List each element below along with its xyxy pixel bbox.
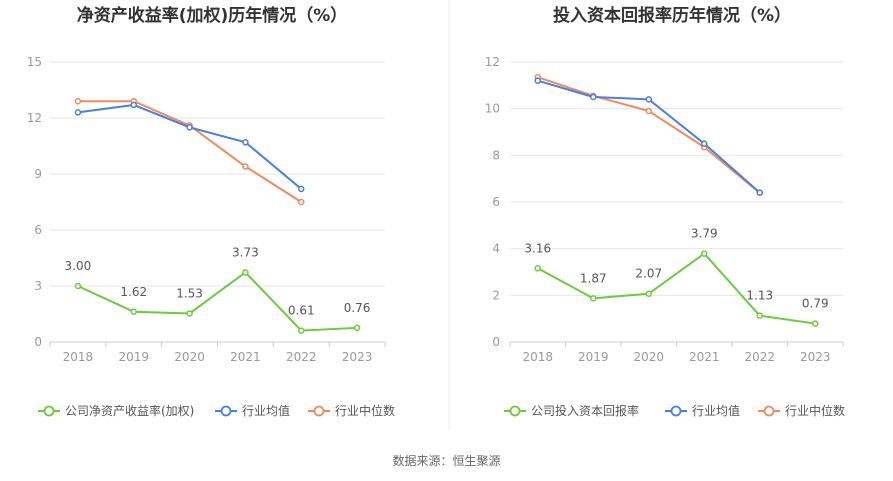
data-point-company: [74, 282, 82, 290]
data-point-company: [534, 265, 541, 272]
x-tick-label: 2022: [744, 350, 775, 364]
x-tick-label: 2023: [800, 350, 831, 364]
data-point-average: [701, 140, 708, 147]
data-label: 3.00: [65, 259, 92, 273]
y-tick-label: 15: [27, 55, 42, 69]
legend-item-company: 公司投入资本回报率: [504, 403, 639, 418]
data-label: 0.61: [288, 304, 315, 318]
data-point-median: [645, 107, 652, 115]
data-label: 3.79: [691, 227, 718, 241]
data-point-company: [812, 320, 819, 327]
legend-marker: [763, 405, 775, 417]
series-line-company: [77, 271, 358, 332]
legend-item-median: 行业中位数: [758, 403, 845, 418]
data-point-average: [242, 139, 249, 146]
legend-item-company: 公司净资产收益率(加权): [38, 403, 194, 418]
legend-marker: [509, 405, 521, 417]
x-tick-label: 2021: [230, 350, 261, 364]
data-label: 2.07: [635, 267, 662, 281]
y-tick-label: 6: [34, 223, 42, 237]
data-point-median: [74, 97, 82, 105]
y-tick-label: 6: [492, 195, 500, 209]
legend-marker: [220, 405, 232, 417]
x-tick-label: 2018: [63, 350, 94, 364]
y-tick-label: 10: [485, 102, 500, 116]
data-label: 3.73: [232, 245, 259, 259]
x-tick-label: 2021: [689, 350, 720, 364]
y-tick-label: 8: [492, 148, 500, 162]
legend-item-median: 行业中位数: [308, 403, 395, 418]
data-point-average: [298, 185, 305, 193]
legend-label: 行业中位数: [785, 403, 845, 418]
legend-label: 行业均值: [242, 403, 290, 418]
series-line-median: [77, 100, 302, 203]
data-label: 1.87: [580, 271, 607, 285]
data-point-average: [186, 124, 193, 131]
data-label: 0.76: [344, 301, 371, 315]
data-point-company: [130, 308, 137, 316]
data-point-company: [298, 327, 305, 334]
legend-label: 公司投入资本回报率: [531, 403, 639, 418]
chart-1: 净资产收益率(加权)历年情况（%） 0 3 6 9 12 15 2018 2019 2020 202…: [27, 5, 395, 418]
y-tick-label: 9: [34, 167, 42, 181]
y-tick-label: 0: [492, 335, 500, 349]
legend-item-average: 行业均值: [665, 403, 740, 418]
legend-marker: [313, 405, 325, 417]
data-point-company: [701, 250, 708, 257]
data-point-company: [756, 312, 763, 319]
data-point-company: [353, 324, 361, 332]
data-point-company: [645, 290, 652, 297]
series-line-median: [537, 76, 761, 194]
data-point-average: [590, 93, 597, 101]
legend-label: 公司净资产收益率(加权): [65, 403, 194, 418]
y-tick-label: 3: [34, 279, 42, 293]
data-point-median: [298, 198, 305, 206]
x-tick-label: 2022: [286, 350, 317, 364]
data-point-average: [74, 109, 82, 116]
y-tick-label: 4: [492, 242, 500, 256]
x-tick-label: 2023: [342, 350, 373, 364]
legend-marker: [43, 405, 55, 417]
data-point-average: [645, 96, 652, 103]
data-point-average: [130, 101, 137, 109]
y-tick-label: 2: [492, 288, 500, 302]
x-tick-label: 2020: [633, 350, 664, 364]
chart-title: 投入资本回报率历年情况（%）: [553, 5, 791, 26]
data-point-average: [756, 189, 763, 196]
data-point-company: [590, 295, 597, 302]
chart-2: 投入资本回报率历年情况（%） 0 2 4 6 8 10 12 2018 2019 2020 2021 2…: [485, 5, 845, 418]
data-label: 1.62: [120, 285, 147, 299]
y-tick-label: 12: [27, 111, 42, 125]
x-tick-label: 2019: [578, 350, 609, 364]
legend-marker: [670, 405, 682, 417]
data-label: 3.16: [524, 241, 551, 255]
x-tick-label: 2019: [118, 350, 149, 364]
data-point-average: [534, 77, 541, 84]
y-tick-label: 12: [485, 55, 500, 69]
series-line-company: [537, 252, 816, 325]
legend-item-average: 行业均值: [215, 403, 290, 418]
data-point-median: [242, 163, 249, 170]
x-tick-label: 2020: [174, 350, 205, 364]
data-point-company: [242, 269, 249, 276]
chart-title: 净资产收益率(加权)历年情况（%）: [77, 5, 348, 26]
y-tick-label: 0: [34, 335, 42, 349]
data-point-company: [186, 310, 193, 317]
x-tick-label: 2018: [522, 350, 553, 364]
source-note: 数据来源：恒生聚源: [392, 454, 501, 468]
data-label: 0.79: [802, 297, 829, 311]
legend-label: 行业均值: [692, 403, 740, 418]
data-label: 1.13: [746, 289, 773, 303]
data-label: 1.53: [176, 286, 203, 300]
legend-label: 行业中位数: [335, 403, 395, 418]
